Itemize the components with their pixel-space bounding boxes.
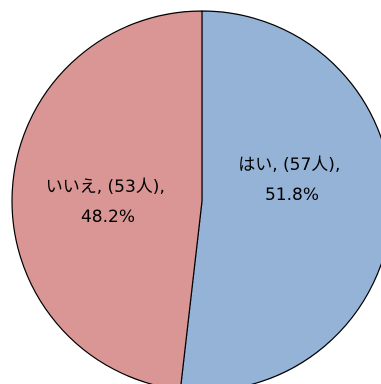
data-label-iie: いいえ, (53人), 48.2% bbox=[46, 177, 171, 227]
data-label-iie-line2: 48.2% bbox=[81, 207, 135, 227]
pie-slice-iie bbox=[11, 10, 203, 384]
data-label-hai-line1: はい, (57人), bbox=[238, 155, 340, 175]
data-label-iie-line1: いいえ, (53人), bbox=[46, 177, 165, 197]
data-label-hai: はい, (57人), 51.8% bbox=[238, 155, 346, 205]
data-label-hai-line2: 51.8% bbox=[265, 185, 319, 205]
pie-slice-hai bbox=[180, 10, 381, 384]
